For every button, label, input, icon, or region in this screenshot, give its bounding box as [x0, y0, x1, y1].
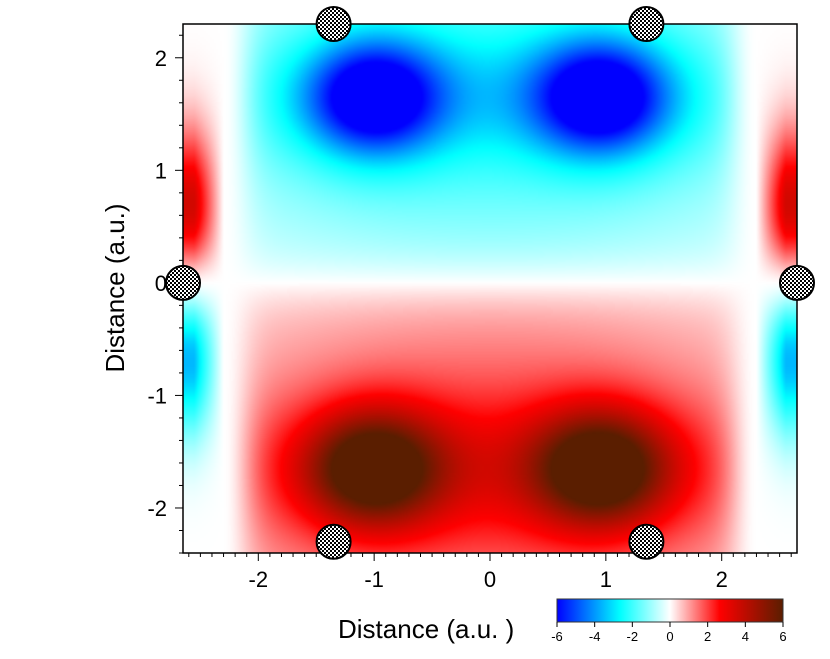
y-tick-label: 0	[155, 271, 167, 296]
atom-marker	[628, 523, 665, 560]
y-tick-label: -1	[147, 383, 167, 408]
colorbar	[556, 598, 784, 623]
colorbar-tick-label: 2	[704, 629, 711, 644]
x-tick-label: 0	[484, 567, 496, 592]
colorbar-ticks	[556, 622, 784, 627]
x-tick-label: -2	[249, 567, 269, 592]
x-axis-ticks	[188, 553, 792, 561]
x-axis-tick-labels: -2 -1 0 1 2	[249, 567, 728, 592]
atom-marker	[315, 523, 352, 560]
colorbar-tick-labels: -6 -4 -2 0 2 4 6	[551, 629, 786, 644]
y-axis-title: Distance (a.u.)	[100, 203, 130, 372]
y-tick-label: -2	[147, 496, 167, 521]
x-tick-label: -1	[364, 567, 384, 592]
y-axis-ticks	[175, 34, 183, 554]
atom-markers	[165, 6, 815, 560]
atom-marker	[779, 264, 815, 301]
colorbar-tick-label: 0	[666, 629, 673, 644]
colorbar-tick-label: 4	[742, 629, 749, 644]
atom-marker	[165, 264, 201, 301]
atom-marker	[315, 6, 352, 42]
y-tick-label: 1	[155, 158, 167, 183]
colorbar-tick-label: -2	[627, 629, 639, 644]
x-tick-label: 2	[716, 567, 728, 592]
colorbar-tick-label: -4	[589, 629, 601, 644]
x-tick-label: 1	[600, 567, 612, 592]
y-tick-label: 2	[155, 46, 167, 71]
x-axis-title: Distance (a.u. )	[338, 614, 514, 644]
y-axis-tick-labels: 2 1 0 -1 -2	[147, 46, 167, 521]
heatmap-field	[183, 24, 797, 553]
atom-marker	[628, 6, 665, 42]
colorbar-tick-label: -6	[551, 629, 563, 644]
colorbar-tick-label: 6	[779, 629, 786, 644]
